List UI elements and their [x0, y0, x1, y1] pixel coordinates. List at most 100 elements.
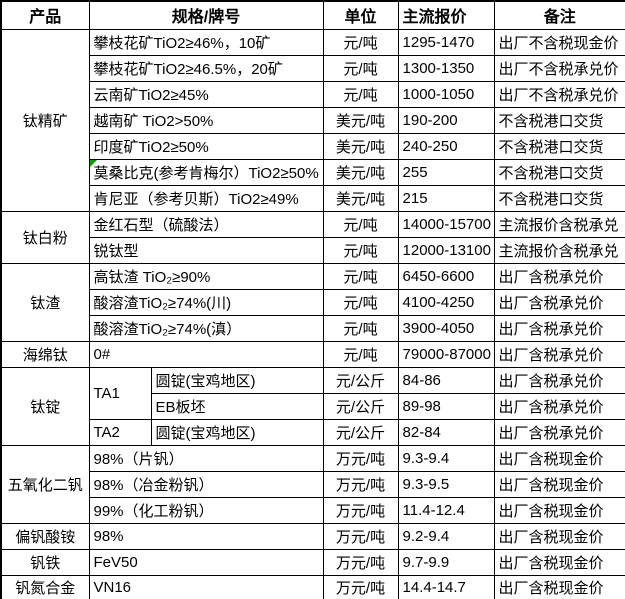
- unit-cell: 万元/吨: [322, 496, 399, 524]
- spec-cell: 云南矿TiO2≥45%: [88, 80, 324, 108]
- table-row: EB板坯 元/公斤 89-98 出厂含税承兑价: [1, 392, 625, 420]
- spec-cell: 越南矿 TiO2>50%: [88, 106, 324, 134]
- spec-cell: 高钛渣 TiO₂≥90%: [88, 262, 324, 290]
- spec-cell: 莫桑比克(参考肯梅尔）TiO2≥50%: [88, 158, 324, 186]
- note-cell: 不含税港口交货: [493, 132, 625, 160]
- note-cell: 出厂含税承兑价: [493, 366, 625, 394]
- price-cell: 1295-1470: [397, 28, 495, 56]
- header-product: 产品: [0, 0, 90, 30]
- note-cell: 出厂含税承兑价: [493, 262, 625, 290]
- spec-cell: 98%（片钒）: [88, 444, 324, 472]
- table-row: 海绵钛 0# 元/吨 79000-87000 出厂含税承兑价: [0, 340, 625, 368]
- unit-cell: 元/公斤: [322, 366, 399, 394]
- price-cell: 215: [397, 184, 495, 212]
- unit-cell: 美元/吨: [322, 158, 399, 186]
- price-cell: 190-200: [397, 106, 495, 134]
- spec-text: 莫桑比克(参考肯梅尔）TiO2≥50%: [93, 164, 319, 182]
- unit-cell: 万元/吨: [322, 470, 399, 498]
- table-row: 越南矿 TiO2>50% 美元/吨 190-200 不含税港口交货: [1, 106, 625, 134]
- product-cell-ammonium-metavanadate: 偏钒酸铵: [0, 522, 90, 550]
- table-row: 钛白粉 金红石型（硫酸法） 元/吨 14000-15700 主流报价含税承兑: [0, 210, 625, 264]
- spec-cell: 酸溶渣TiO₂≥74%(滇）: [88, 314, 324, 342]
- note-cell: 出厂含税承兑价: [493, 314, 625, 342]
- note-cell: 出厂含税承兑价: [493, 418, 625, 446]
- cell-comment-marker-icon: [90, 160, 97, 167]
- spec-cell: 98%（冶金粉钒）: [88, 470, 324, 498]
- unit-cell: 万元/吨: [322, 522, 399, 550]
- header-note: 备注: [493, 0, 625, 30]
- table-row: 五氧化二钒 98%（片钒） 万元/吨 9.3-9.4 出厂含税现金价: [0, 444, 625, 524]
- product-cell-titanium-sponge: 海绵钛: [0, 340, 90, 368]
- unit-cell: 元/吨: [322, 236, 399, 264]
- table-row: 98%（冶金粉钒） 万元/吨 9.3-9.5 出厂含税现金价: [1, 470, 625, 498]
- spec-cell: 锐钛型: [88, 236, 324, 264]
- note-cell: 出厂不含税承兑价: [493, 80, 625, 108]
- price-cell: 14.4-14.7: [397, 574, 495, 599]
- unit-cell: 万元/吨: [322, 444, 399, 472]
- price-cell: 82-84: [397, 418, 495, 446]
- note-cell: 出厂含税现金价: [493, 522, 625, 550]
- table-row: 印度矿TiO2≥50% 美元/吨 240-250 不含税港口交货: [1, 132, 625, 160]
- unit-cell: 元/吨: [322, 262, 399, 290]
- table-row: 钛渣 高钛渣 TiO₂≥90% 元/吨 6450-6600 出厂含税承兑价: [0, 262, 625, 342]
- spec-cell: 印度矿TiO2≥50%: [88, 132, 324, 160]
- header-spec: 规格/牌号: [88, 0, 324, 30]
- note-cell: 出厂含税现金价: [493, 496, 625, 524]
- price-cell: 240-250: [397, 132, 495, 160]
- table-row: 99%（化工粉钒） 万元/吨 11.4-12.4 出厂含税现金价: [1, 496, 625, 524]
- product-cell-titanium-ingot: 钛锭: [0, 366, 90, 446]
- unit-cell: 元/公斤: [322, 392, 399, 420]
- spec-cell: VN16: [88, 574, 324, 599]
- unit-cell: 元/吨: [322, 210, 399, 238]
- spec-cell: 98%: [88, 522, 324, 550]
- product-cell-titanium-slag: 钛渣: [0, 262, 90, 342]
- price-cell: 6450-6600: [397, 262, 495, 290]
- table-row: 钒铁 FeV50 万元/吨 9.7-9.9 出厂含税现金价: [0, 548, 625, 576]
- product-cell-titanium-dioxide: 钛白粉: [0, 210, 90, 264]
- note-cell: 出厂含税现金价: [493, 548, 625, 576]
- table-row: 酸溶渣TiO₂≥74%(川) 元/吨 4100-4250 出厂含税承兑价: [1, 288, 625, 316]
- unit-cell: 元/吨: [322, 28, 399, 56]
- table-row: 攀枝花矿TiO2≥46.5%，20矿 元/吨 1300-1350 出厂不含税承兑…: [1, 54, 625, 82]
- table-row: 云南矿TiO2≥45% 元/吨 1000-1050 出厂不含税承兑价: [1, 80, 625, 108]
- price-cell: 1000-1050: [397, 80, 495, 108]
- price-cell: 3900-4050: [397, 314, 495, 342]
- table-row: 钒氮合金 VN16 万元/吨 14.4-14.7 出厂含税现金价: [0, 574, 625, 599]
- note-cell: 不含税港口交货: [493, 184, 625, 212]
- price-cell: 9.3-9.4: [397, 444, 495, 472]
- price-cell: 4100-4250: [397, 288, 495, 316]
- note-cell: 出厂含税承兑价: [493, 340, 625, 368]
- spec-cell: 圆锭(宝鸡地区): [150, 366, 324, 394]
- note-cell: 出厂含税现金价: [493, 470, 625, 498]
- unit-cell: 万元/吨: [322, 574, 399, 599]
- spec-cell: 肯尼亚（参考贝斯）TiO2≥49%: [88, 184, 324, 212]
- unit-cell: 元/吨: [322, 288, 399, 316]
- note-cell: 出厂不含税承兑价: [493, 54, 625, 82]
- note-cell: 出厂不含税现金价: [493, 28, 625, 56]
- price-cell: 12000-13100: [397, 236, 495, 264]
- spec-cell: 圆锭(宝鸡地区): [150, 418, 324, 446]
- table-row: 偏钒酸铵 98% 万元/吨 9.2-9.4 出厂含税现金价: [0, 522, 625, 550]
- unit-cell: 万元/吨: [322, 548, 399, 576]
- price-cell: 84-86: [397, 366, 495, 394]
- note-cell: 出厂含税承兑价: [493, 392, 625, 420]
- spec-cell: 金红石型（硫酸法）: [88, 210, 324, 238]
- price-cell: 9.3-9.5: [397, 470, 495, 498]
- note-cell: 出厂含税现金价: [493, 574, 625, 599]
- price-cell: 89-98: [397, 392, 495, 420]
- unit-cell: 元/吨: [322, 340, 399, 368]
- product-cell-vanadium-nitrogen-alloy: 钒氮合金: [0, 574, 90, 599]
- spec-cell: FeV50: [88, 548, 324, 576]
- header-unit: 单位: [322, 0, 399, 30]
- spec-cell: 酸溶渣TiO₂≥74%(川): [88, 288, 324, 316]
- table-row: 锐钛型 元/吨 12000-13100 主流报价含税承兑: [1, 236, 625, 264]
- table-row: 钛精矿 攀枝花矿TiO2≥46%，10矿 元/吨 1295-1470 出厂不含税…: [0, 28, 625, 212]
- grade-cell: TA1: [88, 366, 152, 420]
- price-cell: 14000-15700: [397, 210, 495, 238]
- note-cell: 出厂含税现金价: [493, 444, 625, 472]
- header-price: 主流报价: [397, 0, 495, 30]
- table-row: 莫桑比克(参考肯梅尔）TiO2≥50% 美元/吨 255 不含税港口交货: [1, 158, 625, 186]
- price-cell: 1300-1350: [397, 54, 495, 82]
